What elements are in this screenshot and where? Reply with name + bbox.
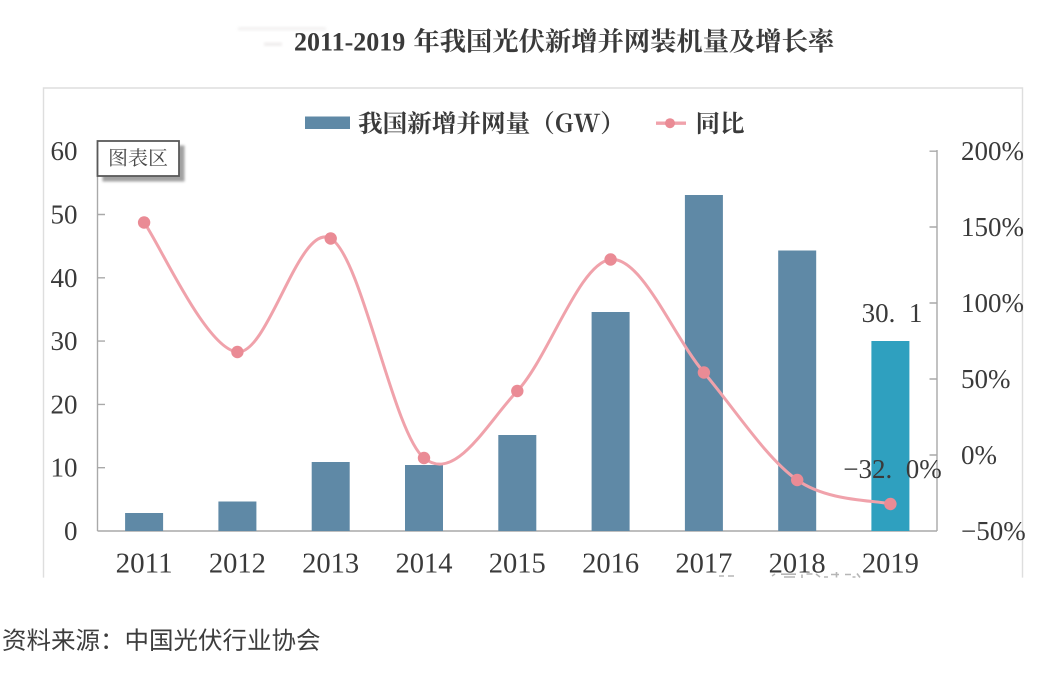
svg-text:100%: 100% <box>961 288 1024 318</box>
svg-text:2012: 2012 <box>209 549 266 580</box>
svg-text:40: 40 <box>51 263 78 293</box>
svg-text:2014: 2014 <box>396 549 453 580</box>
svg-text:2016: 2016 <box>582 549 639 580</box>
svg-text:60: 60 <box>51 136 78 166</box>
svg-text:2011-2019: 2011-2019 <box>294 28 405 57</box>
svg-text:0%: 0% <box>961 440 997 470</box>
svg-text:150%: 150% <box>961 212 1024 242</box>
svg-text:0: 0 <box>64 516 78 546</box>
svg-text:2011: 2011 <box>116 549 173 580</box>
svg-text:10: 10 <box>51 453 78 483</box>
svg-text:2015: 2015 <box>489 549 546 580</box>
svg-text:50%: 50% <box>961 364 1011 394</box>
svg-text:200%: 200% <box>961 136 1024 166</box>
svg-text:2013: 2013 <box>302 549 359 580</box>
svg-text:30: 30 <box>51 326 78 356</box>
svg-text:−50%: −50% <box>961 516 1026 546</box>
svg-text:30. 1: 30. 1 <box>862 298 923 328</box>
svg-text:−32. 0%: −32. 0% <box>843 454 941 484</box>
svg-text:50: 50 <box>51 200 78 230</box>
svg-text:2017: 2017 <box>675 549 732 580</box>
svg-text:20: 20 <box>51 389 78 419</box>
svg-text:2019: 2019 <box>862 549 919 580</box>
